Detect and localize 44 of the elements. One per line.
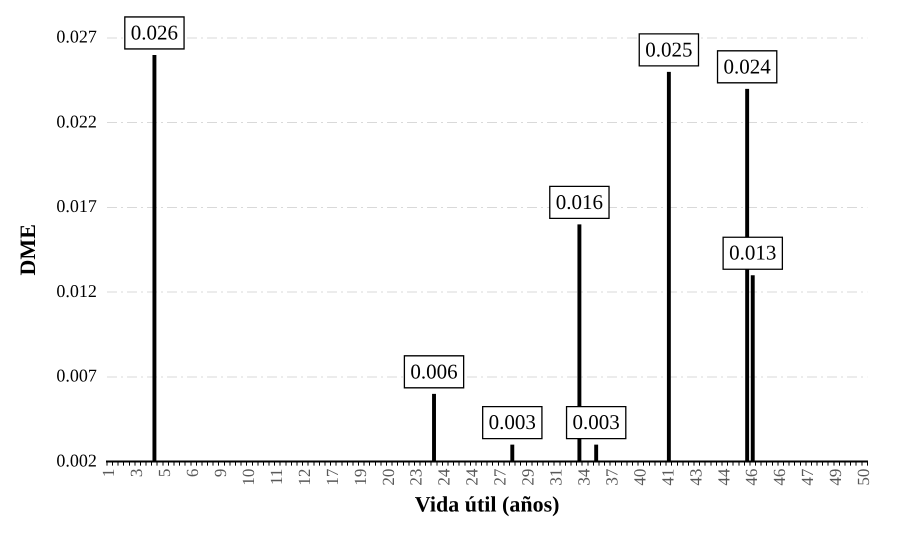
x-tick-label: 11 [266, 468, 286, 485]
x-tick-label: 10 [238, 468, 258, 486]
y-tick-label: 0.027 [56, 26, 97, 47]
x-tick-label: 1 [99, 468, 118, 478]
x-tick-label: 23 [406, 468, 426, 486]
y-tick-label: 0.002 [56, 450, 97, 470]
data-label: 0.006 [410, 359, 458, 384]
y-tick-label: 0.017 [56, 196, 97, 216]
x-tick-label: 37 [602, 468, 622, 486]
x-tick-label: 29 [518, 468, 538, 486]
x-tick-label: 9 [211, 468, 230, 478]
data-label: 0.026 [130, 20, 178, 44]
y-tick-label: 0.022 [56, 111, 97, 132]
x-tick-label: 5 [155, 468, 174, 478]
x-tick-label: 47 [798, 468, 818, 486]
x-tick-label: 12 [294, 468, 314, 486]
x-tick-label: 27 [490, 468, 510, 486]
data-label: 0.016 [556, 190, 604, 214]
x-tick-label: 43 [686, 468, 706, 486]
x-tick-label: 6 [183, 468, 202, 478]
x-tick-label: 40 [630, 468, 650, 486]
data-label: 0.003 [488, 410, 536, 434]
x-tick-label: 24 [434, 468, 454, 486]
x-tick-label: 50 [854, 468, 874, 486]
x-tick-label: 24 [462, 468, 482, 486]
data-label: 0.003 [572, 410, 620, 434]
x-tick-label: 20 [378, 468, 398, 486]
y-tick-label: 0.007 [56, 366, 97, 386]
x-tick-label: 17 [322, 468, 342, 486]
data-label: 0.013 [729, 240, 776, 265]
x-tick-label: 49 [826, 468, 846, 486]
x-tick-label: 3 [127, 468, 146, 478]
y-axis-title: DME [14, 224, 40, 276]
x-tick-label: 44 [714, 468, 734, 486]
y-tick-label: 0.012 [56, 280, 97, 301]
x-tick-label: 34 [574, 468, 594, 486]
x-axis-title: Vida útil (años) [414, 491, 560, 516]
x-tick-label: 46 [770, 468, 790, 486]
x-tick-label: 19 [350, 468, 370, 486]
data-label: 0.025 [645, 37, 692, 62]
x-tick-label: 41 [658, 468, 678, 486]
x-tick-label: 31 [546, 468, 566, 486]
x-tick-label: 46 [742, 468, 762, 486]
data-label: 0.024 [724, 54, 772, 78]
